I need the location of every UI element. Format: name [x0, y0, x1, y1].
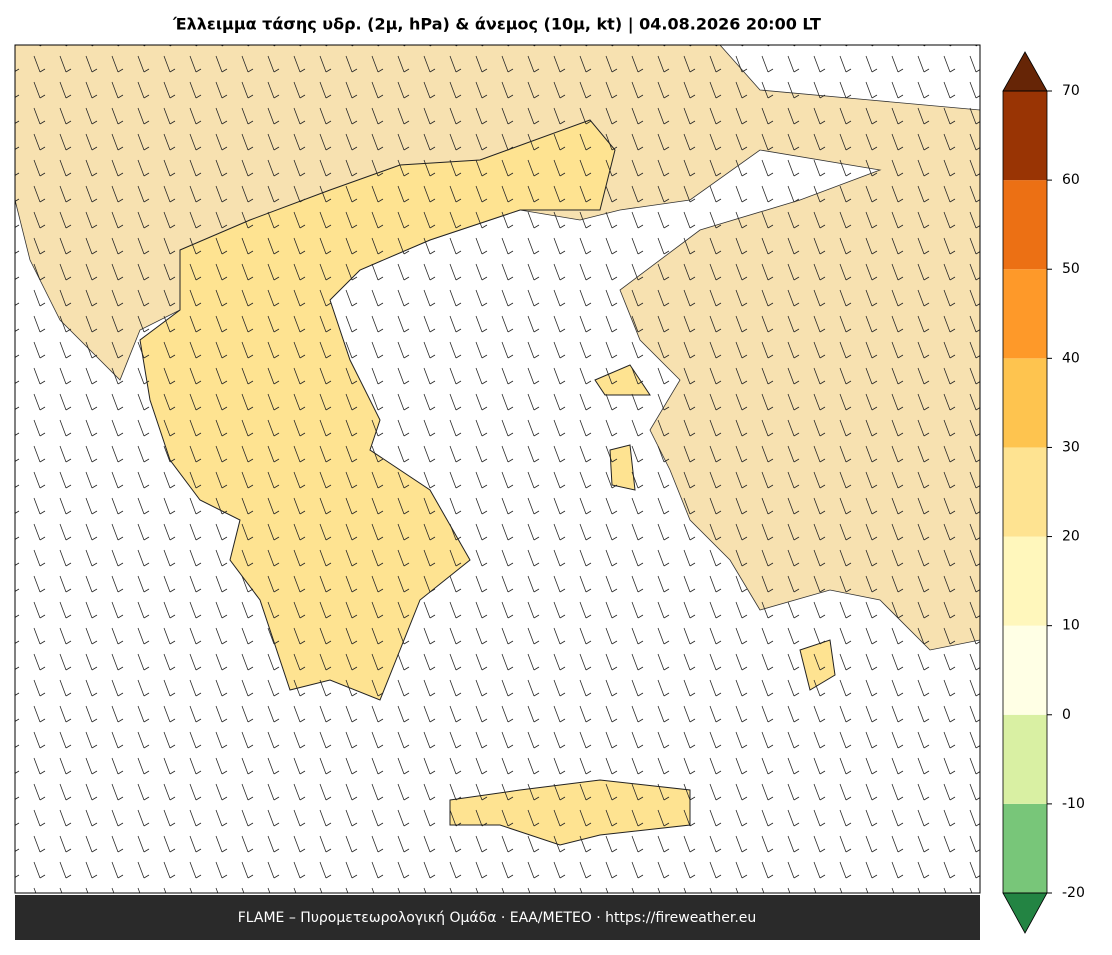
wind-barbs: [15, 45, 980, 893]
colorbar-tick-label: 10: [1062, 618, 1080, 634]
colorbar-extend-below: [1002, 892, 1048, 934]
colorbar-extend-above: [1002, 51, 1048, 92]
colorbar-bin: [1003, 447, 1047, 537]
footer-bar: [15, 895, 980, 940]
colorbar-bin: [1003, 803, 1047, 893]
map-frame: [14, 44, 981, 894]
colorbar-bin: [1003, 625, 1047, 715]
colorbar-tick-label: -20: [1062, 885, 1085, 901]
colorbar-tick-label: 40: [1062, 350, 1080, 366]
colorbar-tick-label: 60: [1062, 172, 1080, 188]
colorbar-tick-label: 20: [1062, 529, 1080, 545]
colorbar-bin: [1003, 714, 1047, 804]
map: [15, 45, 980, 893]
footer-text: FLAME – Πυρομετεωρολογική Ομάδα · ΕΑΑ/ME…: [238, 910, 757, 926]
colorbar-bin: [1003, 358, 1047, 448]
colorbar-bin: [1003, 269, 1047, 359]
map-title: Έλλειμμα τάσης υδρ. (2μ, hPa) & άνεμος (…: [172, 15, 821, 35]
colorbar-tick-label: 30: [1062, 439, 1080, 455]
colorbar-bin: [1003, 180, 1047, 270]
colorbar-tick-label: 0: [1062, 707, 1071, 723]
colorbar-bin: [1003, 91, 1047, 181]
colorbar-tick-label: 50: [1062, 261, 1080, 277]
colorbar-tick-label: 70: [1062, 83, 1080, 99]
colorbar-tick-label: -10: [1062, 796, 1085, 812]
colorbar: -20 -10 0 10 20 30 40 50 60 70: [1002, 51, 1085, 934]
colorbar-bin: [1003, 536, 1047, 626]
colorbar-frame: [1002, 90, 1048, 894]
